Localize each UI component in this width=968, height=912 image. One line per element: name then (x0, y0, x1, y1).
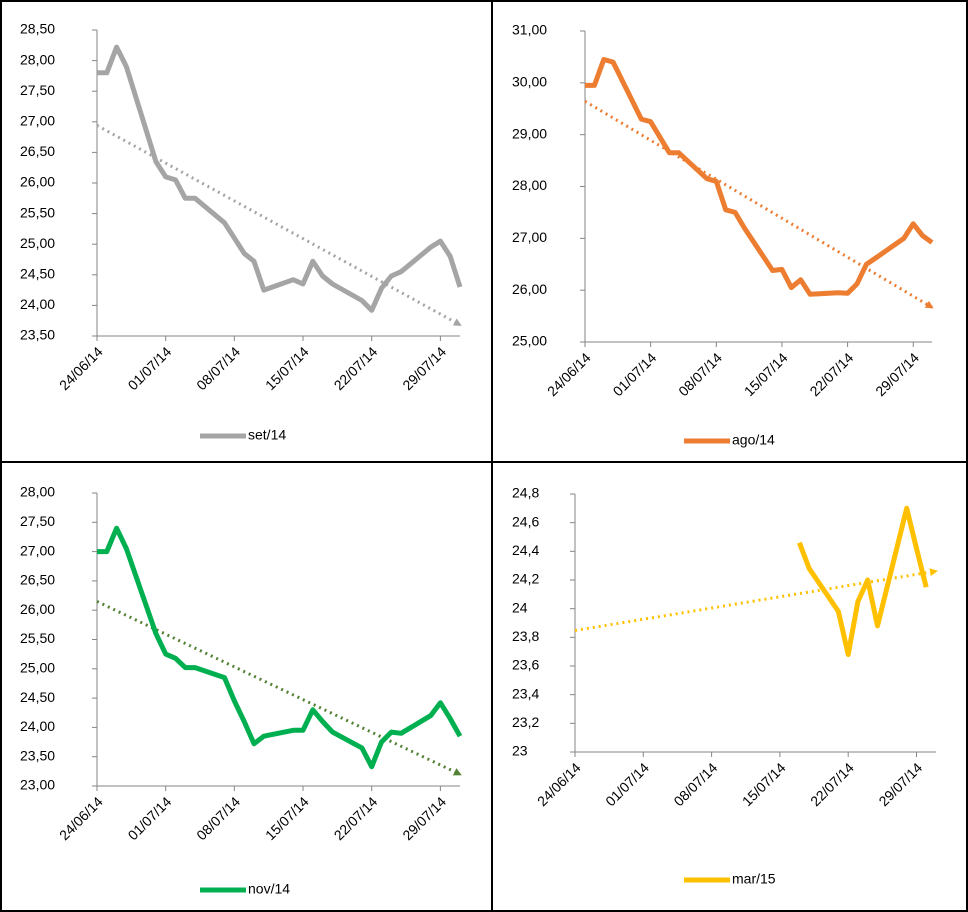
y-tick-label: 26,50 (20, 143, 55, 159)
y-tick-label: 23,4 (512, 685, 539, 701)
x-tick-label: 22/07/14 (331, 793, 381, 843)
x-tick-label: 22/07/14 (331, 343, 381, 393)
y-tick-label: 24,50 (20, 689, 55, 705)
y-tick-label: 23 (512, 743, 528, 759)
x-tick-label: 24/06/14 (56, 343, 106, 393)
y-tick-label: 23,8 (512, 628, 539, 644)
y-tick-label: 28,00 (20, 51, 55, 67)
x-tick-label: 24/06/14 (534, 759, 584, 809)
series-line (585, 57, 934, 297)
x-tick-label: 15/07/14 (262, 793, 312, 843)
x-tick-label: 24/06/14 (56, 793, 106, 843)
y-tick-label: 31,00 (512, 22, 547, 38)
y-tick-label: 24,2 (512, 571, 539, 587)
y-tick-label: 25,00 (20, 660, 55, 676)
x-tick-label: 22/07/14 (806, 349, 856, 399)
y-tick-label: 23,2 (512, 714, 539, 730)
y-tick-label: 24,50 (20, 266, 55, 282)
x-tick-label: 01/07/14 (125, 343, 175, 393)
y-tick-label: 26,00 (20, 174, 55, 190)
x-tick-label: 29/07/14 (399, 793, 449, 843)
x-tick-label: 29/07/14 (875, 759, 925, 809)
y-tick-label: 30,00 (512, 74, 547, 90)
y-tick-label: 25,00 (512, 333, 547, 349)
series-line (797, 505, 929, 657)
y-tick-label: 24,4 (512, 542, 539, 558)
legend-label: mar/15 (732, 871, 776, 887)
x-tick-label: 01/07/14 (610, 349, 660, 399)
y-tick-label: 26,50 (20, 572, 55, 588)
y-tick-label: 24,6 (512, 513, 539, 529)
x-tick-label: 08/07/14 (193, 793, 243, 843)
y-tick-label: 27,00 (20, 542, 55, 558)
x-tick-label: 01/07/14 (602, 759, 652, 809)
x-tick-label: 01/07/14 (125, 793, 175, 843)
y-tick-label: 25,50 (20, 204, 55, 220)
x-tick-label: 22/07/14 (807, 759, 857, 809)
y-tick-label: 23,50 (20, 327, 55, 343)
y-tick-label: 27,00 (512, 229, 547, 245)
y-tick-label: 24 (512, 599, 528, 615)
y-tick-label: 23,6 (512, 657, 539, 673)
y-tick-label: 23,50 (20, 747, 55, 763)
y-tick-label: 25,50 (20, 630, 55, 646)
y-tick-label: 24,8 (512, 485, 539, 501)
x-tick-label: 24/06/14 (544, 349, 594, 399)
y-tick-label: 23,00 (20, 777, 55, 793)
y-tick-label: 26,00 (20, 601, 55, 617)
x-tick-label: 15/07/14 (262, 343, 312, 393)
y-tick-label: 29,00 (512, 125, 547, 141)
legend-label: set/14 (248, 427, 286, 443)
x-tick-label: 08/07/14 (193, 343, 243, 393)
y-tick-label: 25,00 (20, 235, 55, 251)
y-tick-label: 28,50 (20, 21, 55, 37)
y-tick-label: 26,00 (512, 281, 547, 297)
y-tick-label: 28,00 (20, 484, 55, 500)
legend-label: nov/14 (248, 881, 290, 897)
y-tick-label: 28,00 (512, 177, 547, 193)
trend-line (96, 600, 462, 776)
x-tick-label: 29/07/14 (872, 349, 922, 399)
x-tick-label: 29/07/14 (399, 343, 449, 393)
x-tick-label: 08/07/14 (675, 349, 725, 399)
x-tick-label: 08/07/14 (670, 759, 720, 809)
y-tick-label: 27,50 (20, 82, 55, 98)
x-tick-label: 15/07/14 (741, 349, 791, 399)
y-tick-label: 24,00 (20, 296, 55, 312)
y-tick-label: 24,00 (20, 718, 55, 734)
x-tick-label: 15/07/14 (739, 759, 789, 809)
legend-label: ago/14 (732, 432, 775, 448)
trend-line (574, 568, 938, 632)
trend-line (584, 99, 934, 309)
series-line (97, 525, 463, 770)
y-tick-label: 27,00 (20, 113, 55, 129)
series-line (97, 44, 463, 313)
y-tick-label: 27,50 (20, 513, 55, 529)
